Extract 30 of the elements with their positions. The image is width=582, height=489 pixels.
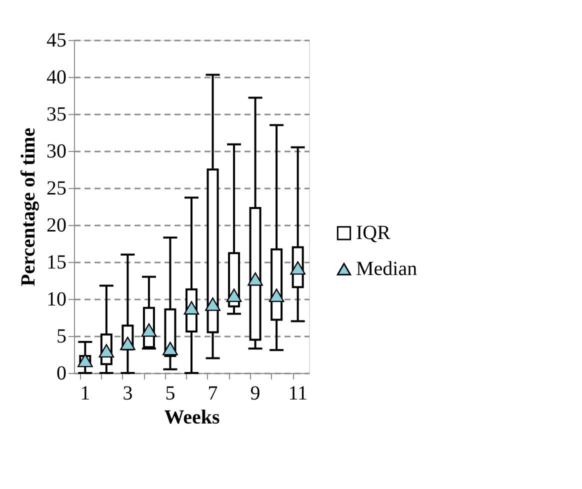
legend-label: Median xyxy=(356,258,418,280)
point xyxy=(184,301,200,315)
y-tick-label: 5 xyxy=(56,326,66,348)
y-tick-label: 20 xyxy=(46,214,66,236)
y-tick-label: 25 xyxy=(46,178,66,200)
y-tick-label: 45 xyxy=(46,30,66,52)
y-tick-label: 40 xyxy=(46,66,66,88)
y-axis-title: Percentage of time xyxy=(18,128,40,286)
y-tick-label: 35 xyxy=(46,104,66,126)
x-tick-label: 3 xyxy=(122,382,133,404)
point xyxy=(162,342,178,356)
point xyxy=(205,297,220,311)
point xyxy=(120,336,136,350)
x-tick-label: 9 xyxy=(250,382,260,404)
point xyxy=(290,261,306,275)
x-tick-label: 7 xyxy=(208,382,218,404)
x-tick-label: 11 xyxy=(288,382,308,404)
y-tick-label: 0 xyxy=(56,362,66,384)
y-tick-label: 10 xyxy=(46,288,66,310)
y-tick-label: 30 xyxy=(46,140,66,162)
point xyxy=(98,344,114,358)
y-tick-label: 15 xyxy=(46,252,66,274)
point xyxy=(141,323,157,337)
point xyxy=(268,288,284,302)
point xyxy=(248,272,263,286)
x-tick-label: 5 xyxy=(165,382,176,404)
point xyxy=(226,288,242,302)
x-tick-label: 1 xyxy=(80,382,90,404)
legend-label: IQR xyxy=(356,222,392,244)
x-axis-title: Weeks xyxy=(164,406,220,428)
